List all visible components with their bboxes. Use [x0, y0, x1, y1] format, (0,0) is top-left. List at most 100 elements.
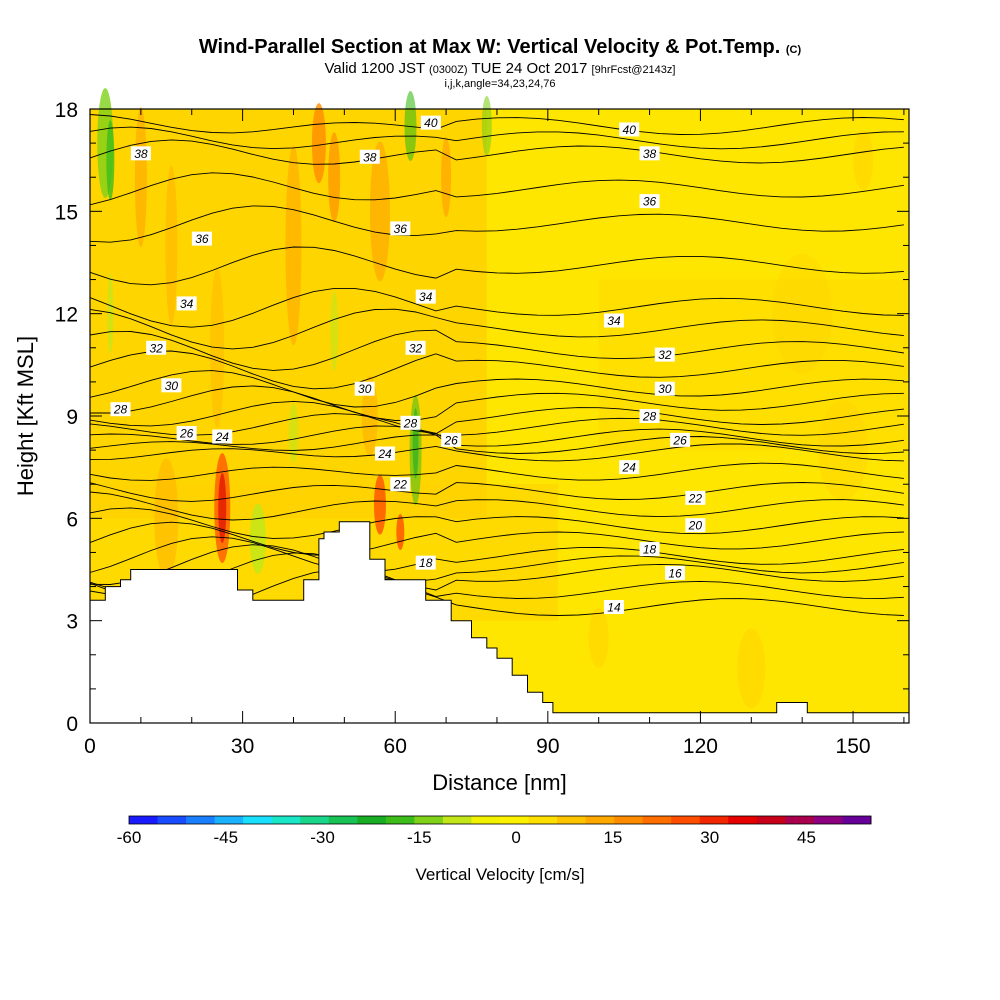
theta-contour-label: 36: [390, 221, 411, 236]
theta-contour-label: 20: [685, 518, 706, 533]
colorbar-tick-label: -30: [310, 828, 335, 847]
theta-contour-label-text: 34: [419, 290, 433, 304]
theta-contour-label-text: 22: [393, 478, 408, 492]
theta-contour-line: [89, 126, 904, 150]
theta-contour-label: 22: [390, 477, 411, 492]
theta-contour-line: [89, 507, 904, 539]
theta-contour-line: [89, 114, 904, 135]
y-tick-label: 6: [66, 508, 78, 531]
theta-contour-label: 32: [405, 340, 426, 355]
theta-contour-label: 32: [654, 347, 675, 362]
velocity-downdraft-streak: [249, 503, 266, 574]
velocity-updraft-streak: [311, 103, 326, 184]
velocity-updraft-core: [373, 474, 386, 535]
theta-contour-label-box: [685, 518, 706, 533]
colorbar-swatch: [129, 816, 159, 824]
theta-contour-label: 24: [619, 460, 640, 475]
colorbar-swatch: [671, 816, 701, 824]
theta-contour-label-text: 30: [658, 382, 672, 396]
theta-contour-label-box: [110, 402, 131, 417]
velocity-field-region: [737, 628, 766, 709]
theta-contour-line: [89, 400, 904, 435]
theta-contour-line: [89, 434, 904, 454]
theta-contour-label: 32: [146, 340, 167, 355]
theta-contour-label-box: [654, 381, 675, 396]
colorbar-swatch: [357, 816, 387, 824]
theta-contour-line: [89, 544, 904, 585]
theta-contour-label-box: [176, 426, 197, 441]
colorbar-swatch: [813, 816, 843, 824]
colorbar-swatch: [471, 816, 501, 824]
theta-contour-label-text: 38: [643, 147, 657, 161]
theta-contour-label-box: [670, 432, 691, 447]
y-tick-label: 15: [55, 201, 78, 224]
theta-contour-label-text: 26: [672, 433, 687, 447]
theta-contour-label-box: [212, 429, 233, 444]
x-tick-label: 90: [536, 735, 559, 758]
theta-contour-label-box: [639, 542, 660, 557]
valid-utc: (0300Z): [429, 64, 468, 76]
y-tick-label: 9: [66, 406, 78, 429]
theta-contour-label-box: [639, 194, 660, 209]
theta-contour-label-box: [375, 446, 396, 461]
theta-contour-label-box: [420, 115, 441, 130]
theta-contour-label-box: [639, 146, 660, 161]
theta-contour-line: [89, 287, 904, 328]
velocity-field-region: [772, 253, 833, 374]
theta-contour-line: [89, 205, 904, 243]
theta-contour-label-box: [415, 289, 436, 304]
theta-contour-label-text: 26: [179, 427, 194, 441]
colorbar-swatch: [614, 816, 644, 824]
x-tick-label: 150: [836, 735, 871, 758]
theta-contour-label-text: 30: [165, 379, 179, 393]
theta-contour-label: 26: [176, 426, 197, 441]
theta-contour-label: 38: [130, 146, 151, 161]
velocity-updraft-streak: [165, 165, 178, 326]
theta-contour-label-text: 24: [377, 447, 392, 461]
theta-contour-label-text: 36: [394, 222, 408, 236]
colorbar-swatch: [500, 816, 530, 824]
theta-contour-label: 24: [375, 446, 396, 461]
forecast-info: [9hrFcst@2143z]: [591, 64, 676, 76]
theta-contour-line: [90, 385, 904, 421]
grid-info: i,j,k,angle=34,23,24,76: [444, 78, 556, 90]
theta-contour-label-box: [176, 296, 197, 311]
y-tick-label: 18: [55, 99, 78, 122]
theta-contour-label-box: [619, 460, 640, 475]
y-tick-label: 3: [66, 611, 78, 634]
theta-contour-line: [89, 246, 904, 286]
theta-contour-label-text: 24: [215, 430, 230, 444]
theta-contour-label-box: [639, 409, 660, 423]
theta-contour-label-text: 28: [403, 416, 418, 430]
velocity-field-region: [588, 607, 609, 668]
theta-contour-label-text: 32: [149, 341, 163, 355]
theta-contour-label: 34: [415, 289, 436, 304]
theta-contour-label-text: 14: [607, 601, 621, 615]
colorbar-swatch: [699, 816, 729, 824]
theta-contour-line: [89, 536, 904, 573]
theta-contour-label-box: [359, 149, 380, 164]
colorbar-swatch: [271, 816, 301, 824]
theta-contour-label: 26: [670, 432, 691, 447]
theta-contour-label: 30: [654, 381, 675, 396]
velocity-updraft-streak: [134, 107, 147, 248]
y-tick-label: 0: [66, 713, 78, 736]
colorbar-tick-label: 45: [797, 828, 816, 847]
theta-contour-line: [89, 139, 904, 165]
theta-contour-label-text: 38: [134, 147, 148, 161]
theta-contour-label: 22: [685, 490, 706, 505]
theta-contour-line: [89, 521, 904, 556]
x-tick-label: 0: [84, 735, 96, 758]
theta-contour-label: 28: [110, 402, 131, 417]
theta-contour-label-box: [441, 432, 462, 447]
colorbar-swatch: [214, 816, 244, 824]
colorbar-swatch: [243, 816, 273, 824]
theta-contour-label-box: [354, 381, 375, 396]
theta-contour-label: 40: [420, 115, 441, 130]
velocity-downdraft-streak: [106, 120, 115, 201]
colorbar-swatch: [557, 816, 587, 824]
theta-contour-label: 30: [161, 378, 182, 393]
